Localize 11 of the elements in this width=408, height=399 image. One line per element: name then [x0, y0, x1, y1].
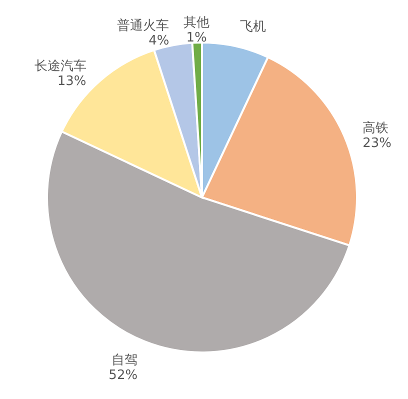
data-label: 4% — [148, 34, 170, 49]
slice-label: 自驾 — [112, 353, 138, 368]
slice-label: 高铁 — [362, 120, 389, 136]
data-label: 52% — [108, 368, 138, 384]
slice-label: 其他 — [184, 16, 210, 31]
data-label: 1% — [186, 30, 207, 46]
slice-label: 飞机 — [240, 20, 266, 35]
data-label: 23% — [362, 136, 392, 151]
slice-label: 普通火车 — [117, 18, 170, 34]
slice-label: 长途汽车 — [34, 59, 86, 74]
data-label: 13% — [57, 74, 86, 90]
